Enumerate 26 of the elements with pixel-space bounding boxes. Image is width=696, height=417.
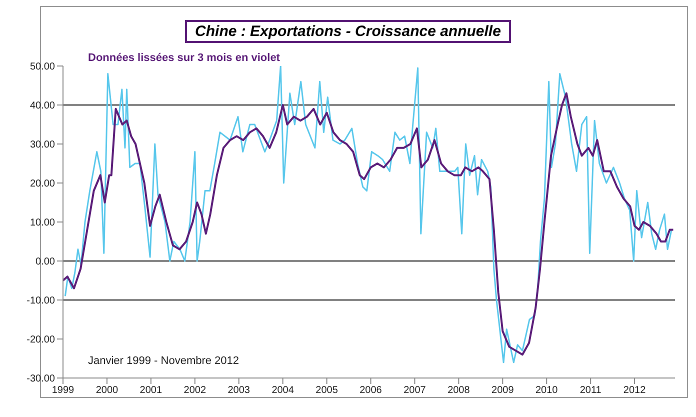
x-tick-label: 1999 [52,385,75,396]
x-tick-label: 2007 [404,385,426,396]
x-tick-label: 2012 [623,385,646,396]
y-tick-label: 40.00 [30,100,56,112]
y-tick-label: 20.00 [30,178,56,190]
text: Données lissées sur 3 mois en violet [88,52,280,64]
x-tick-label: 2010 [535,385,558,396]
x-tick-label: 2004 [272,385,294,396]
x-tick-label: 2005 [316,385,338,396]
chart-title: Chine : Exportations - Croissance annuelle [185,20,511,43]
y-tick-label: 0.00 [36,256,56,268]
x-tick-label: 2011 [580,385,602,396]
y-tick-label: 50.00 [30,62,56,73]
x-tick-label: 2000 [96,385,119,396]
y-tick-label: -30.00 [26,374,56,385]
x-tick-label: 2002 [184,385,206,396]
x-tick-label: 2008 [448,385,470,396]
y-tick-label: 30.00 [30,140,56,151]
x-tick-label: 2001 [140,385,162,396]
y-tick-label: -10.00 [26,296,56,307]
x-tick-label: 2009 [492,385,514,396]
y-tick-label: 10.00 [30,218,56,229]
x-tick-label: 2006 [360,385,382,396]
y-tick-label: -20.00 [26,334,56,346]
x-tick-label: 2003 [228,385,250,396]
annotation: Janvier 1999 - Novembre 2012 [88,355,240,367]
